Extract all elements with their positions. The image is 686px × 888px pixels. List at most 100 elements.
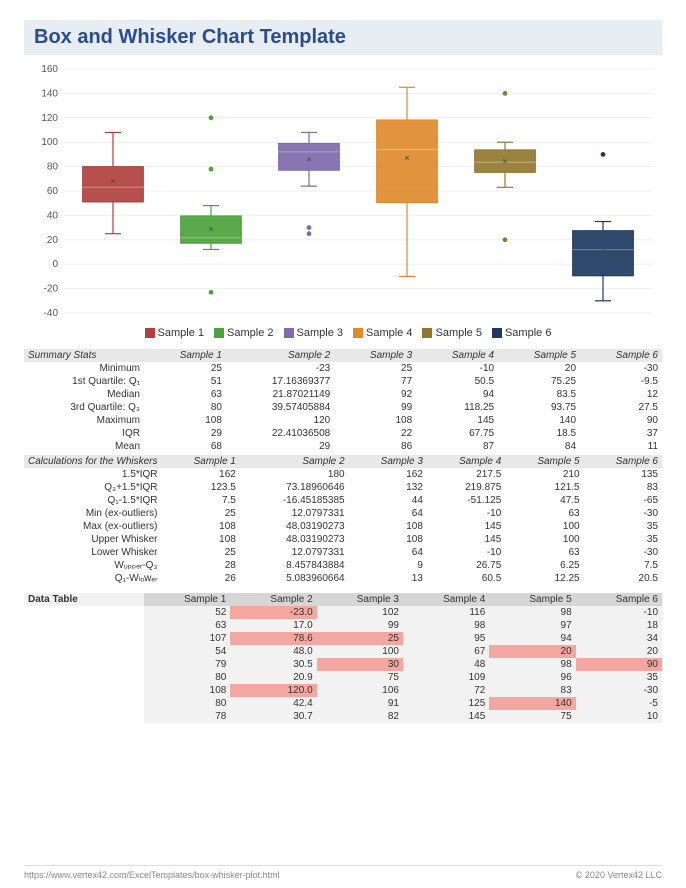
stat-cell: 108 xyxy=(162,520,240,533)
row-label: Wᵤₚₚₑᵣ-Q₃ xyxy=(24,559,162,572)
data-cell: 91 xyxy=(317,697,403,710)
legend-label: Sample 6 xyxy=(505,327,551,339)
data-cell: 72 xyxy=(403,684,489,697)
stat-cell: 25 xyxy=(162,507,240,520)
stat-cell: 12.25 xyxy=(505,572,583,585)
legend-label: Sample 3 xyxy=(297,327,343,339)
stat-cell: 75.25 xyxy=(498,375,580,388)
row-label: Q₁-Wₗₒwₑᵣ xyxy=(24,572,162,585)
col-header: Sample 4 xyxy=(416,349,498,362)
stat-cell: 90 xyxy=(580,414,662,427)
data-cell: 102 xyxy=(317,606,403,619)
row-label xyxy=(24,619,144,632)
col-header: Sample 5 xyxy=(498,349,580,362)
stat-cell: 145 xyxy=(416,414,498,427)
col-header: Sample 2 xyxy=(230,593,316,606)
data-cell: -10 xyxy=(576,606,662,619)
stat-cell: -10 xyxy=(416,362,498,375)
svg-text:×: × xyxy=(208,224,213,234)
svg-text:100: 100 xyxy=(41,137,58,148)
legend-swatch xyxy=(353,328,363,338)
row-label xyxy=(24,606,144,619)
svg-text:×: × xyxy=(110,176,115,186)
data-cell: 20 xyxy=(489,645,575,658)
legend-label: Sample 2 xyxy=(227,327,273,339)
data-cell: 80 xyxy=(144,697,230,710)
data-cell: -30 xyxy=(576,684,662,697)
row-label: Q₃+1.5*IQR xyxy=(24,481,162,494)
stat-cell: 11 xyxy=(580,440,662,453)
stat-cell: 162 xyxy=(349,468,427,481)
section-header: Calculations for the Whiskers xyxy=(24,455,162,468)
stat-cell: 35 xyxy=(584,520,662,533)
stat-cell: 47.5 xyxy=(505,494,583,507)
stat-cell: 20.5 xyxy=(584,572,662,585)
row-label xyxy=(24,632,144,645)
data-cell: 108 xyxy=(144,684,230,697)
data-cell: 125 xyxy=(403,697,489,710)
stat-cell: 145 xyxy=(427,520,505,533)
stat-cell: 67.75 xyxy=(416,427,498,440)
svg-text:80: 80 xyxy=(47,162,59,173)
row-label xyxy=(24,658,144,671)
legend-swatch xyxy=(492,328,502,338)
stat-cell: -30 xyxy=(584,507,662,520)
legend-label: Sample 1 xyxy=(158,327,204,339)
data-cell: 30.7 xyxy=(230,710,316,723)
col-header: Sample 6 xyxy=(584,455,662,468)
legend-label: Sample 4 xyxy=(366,327,412,339)
stat-cell: -51.125 xyxy=(427,494,505,507)
row-label: Median xyxy=(24,388,144,401)
stat-cell: 8.457843884 xyxy=(240,559,349,572)
data-cell: 34 xyxy=(576,632,662,645)
stat-cell: -10 xyxy=(427,546,505,559)
svg-text:160: 160 xyxy=(41,64,58,75)
data-cell: 100 xyxy=(317,645,403,658)
data-cell: 106 xyxy=(317,684,403,697)
svg-text:×: × xyxy=(404,153,409,163)
stat-cell: 12.0797331 xyxy=(240,546,349,559)
stat-cell: 48.03190273 xyxy=(240,520,349,533)
boxplot-chart: -40-20020406080100120140160×××××× xyxy=(24,63,662,323)
col-header: Sample 4 xyxy=(427,455,505,468)
stat-cell: 92 xyxy=(334,388,416,401)
row-label xyxy=(24,671,144,684)
stat-cell: 93.75 xyxy=(498,401,580,414)
stat-cell: 145 xyxy=(427,533,505,546)
data-cell: -23.0 xyxy=(230,606,316,619)
data-cell: 98 xyxy=(489,658,575,671)
stat-cell: 63 xyxy=(144,388,226,401)
data-cell: 78.6 xyxy=(230,632,316,645)
data-cell: 35 xyxy=(576,671,662,684)
row-label: Q₁-1.5*IQR xyxy=(24,494,162,507)
col-header: Sample 5 xyxy=(489,593,575,606)
data-table-header: Data Table xyxy=(24,593,144,606)
row-label: IQR xyxy=(24,427,144,440)
page-title: Box and Whisker Chart Template xyxy=(34,26,652,49)
stat-cell: 87 xyxy=(416,440,498,453)
legend-label: Sample 5 xyxy=(435,327,481,339)
data-cell: 25 xyxy=(317,632,403,645)
data-cell: 30 xyxy=(317,658,403,671)
data-cell: 18 xyxy=(576,619,662,632)
stat-cell: 22.41036508 xyxy=(226,427,334,440)
stat-cell: 7.5 xyxy=(584,559,662,572)
section-header: Summary Stats xyxy=(24,349,144,362)
stat-cell: 50.5 xyxy=(416,375,498,388)
stat-cell: 26.75 xyxy=(427,559,505,572)
data-cell: 145 xyxy=(403,710,489,723)
footer-url: https://www.vertex42.com/ExcelTemplates/… xyxy=(24,870,280,880)
data-cell: 78 xyxy=(144,710,230,723)
stat-cell: 37 xyxy=(580,427,662,440)
stat-cell: 120 xyxy=(226,414,334,427)
col-header: Sample 6 xyxy=(576,593,662,606)
stat-cell: 73.18960646 xyxy=(240,481,349,494)
stat-cell: 68 xyxy=(144,440,226,453)
col-header: Sample 2 xyxy=(240,455,349,468)
col-header: Sample 3 xyxy=(317,593,403,606)
stat-cell: 99 xyxy=(334,401,416,414)
data-cell: 75 xyxy=(317,671,403,684)
data-cell: 116 xyxy=(403,606,489,619)
stat-cell: 86 xyxy=(334,440,416,453)
col-header: Sample 4 xyxy=(403,593,489,606)
